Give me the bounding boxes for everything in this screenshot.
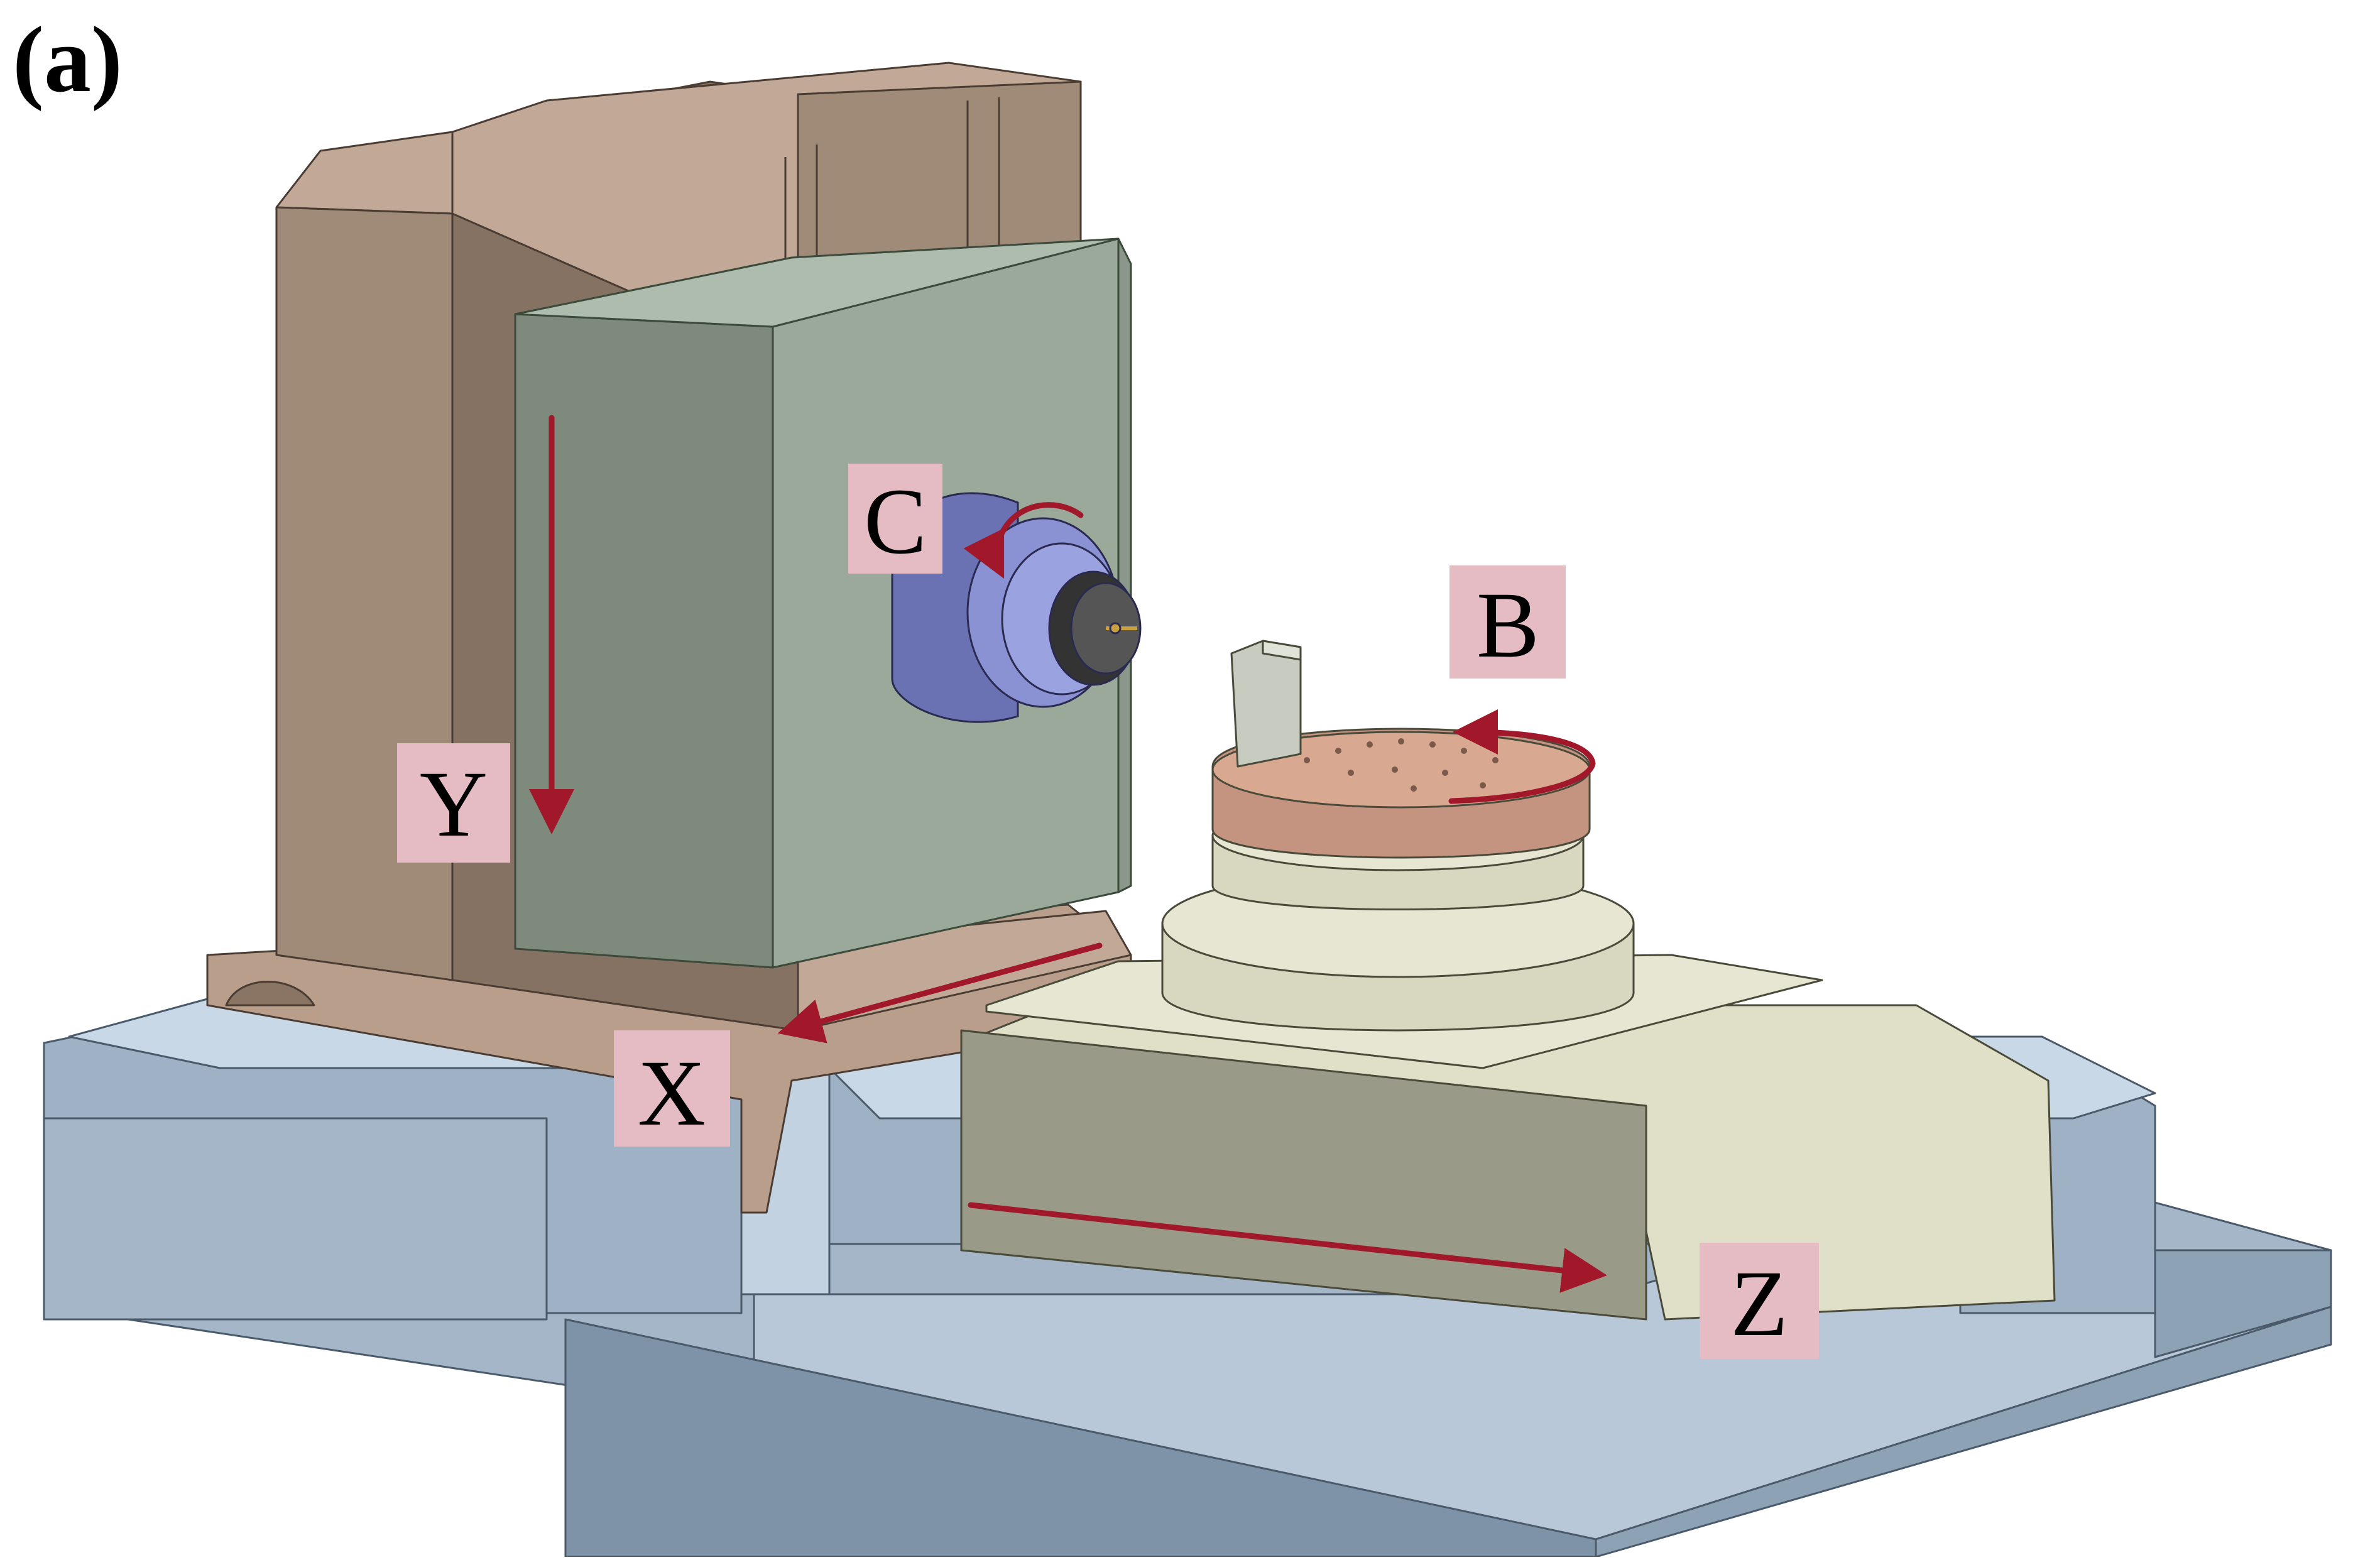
axis-label-y-text: Y <box>420 752 488 856</box>
axis-label-z: Z <box>1700 1243 1819 1359</box>
axis-label-y: Y <box>397 743 510 863</box>
x-axis-arrow <box>777 942 1103 1044</box>
axis-label-z-text: Z <box>1730 1252 1788 1356</box>
axis-label-x-text: X <box>638 1041 706 1145</box>
axis-label-x: X <box>614 1030 730 1147</box>
axis-arrows <box>529 415 1607 1293</box>
worktable <box>960 640 2056 1321</box>
axis-label-b: B <box>1449 565 1566 679</box>
panel-label: (a) <box>13 8 123 112</box>
axis-label-b-text: B <box>1477 573 1539 677</box>
axis-label-c: C <box>848 464 942 574</box>
c-axis-arrow <box>963 502 1084 579</box>
axis-label-c-text: C <box>864 469 927 574</box>
z-axis-arrow <box>968 1202 1607 1293</box>
b-axis-arrow <box>1448 709 1596 804</box>
